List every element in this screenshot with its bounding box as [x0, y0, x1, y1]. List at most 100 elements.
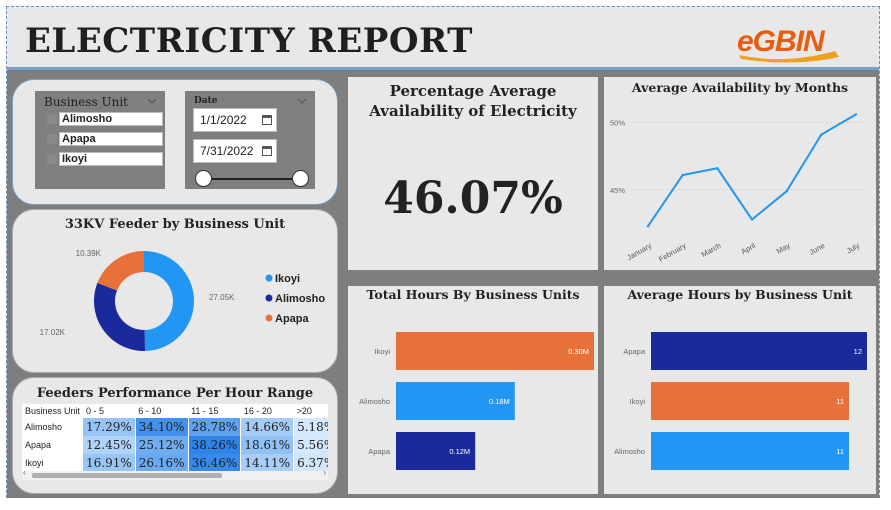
table-cell: 5.56% — [293, 436, 328, 454]
line-point — [750, 218, 754, 221]
svg-text:eGBIN: eGBIN — [737, 25, 826, 58]
table-cell: 17.29% — [83, 418, 136, 436]
line-point — [854, 113, 858, 116]
legend-dot — [265, 274, 273, 282]
feeder-donut-panel: 33KV Feeder by Business Unit 27.05K 17.02… — [12, 209, 338, 373]
average-hours-title: Average Hours by Business Unit — [627, 287, 853, 302]
x-tick-label: January — [625, 241, 653, 262]
egbin-logo: eGBIN — [737, 25, 839, 63]
date-range-end-handle[interactable] — [292, 170, 309, 187]
bar-data-label: 0.18M — [489, 397, 510, 406]
bar-apapa — [396, 432, 476, 470]
table-column-header: 11 - 15 — [188, 404, 241, 418]
date-range-track — [203, 178, 301, 180]
line-point — [646, 225, 650, 228]
line-point — [820, 133, 823, 136]
total-hours-panel: Total Hours By Business Units Ikoyi 0.30M… — [348, 286, 598, 494]
availability-line-panel: Average Availability by Months 45% 50% Jan… — [604, 77, 876, 270]
table-column-header: Business Unit — [22, 404, 84, 418]
y-tick-label: 50% — [610, 118, 625, 127]
kpi-title-line1: Percentage Average — [389, 82, 557, 100]
bar-data-label: 11 — [836, 447, 844, 456]
calendar-icon[interactable] — [262, 115, 272, 125]
table-cell: 36.46% — [188, 454, 242, 472]
table-cell: 14.66% — [240, 418, 295, 436]
scrollbar-thumb[interactable] — [32, 473, 222, 478]
bar-apapa — [651, 332, 867, 370]
total-hours-title: Total Hours By Business Units — [366, 287, 580, 302]
x-tick-label: June — [808, 241, 827, 257]
table-cell: 6.37% — [293, 454, 328, 472]
business-unit-slicer: Business Unit Alimosho Apapa Ikoyi — [35, 91, 165, 189]
start-date-input[interactable]: 1/1/2022 — [193, 108, 277, 132]
business-unit-option-apapa[interactable]: Apapa — [47, 132, 163, 146]
line-chart-title: Average Availability by Months — [631, 80, 849, 95]
business-unit-option-ikoyi[interactable]: Ikoyi — [47, 152, 163, 166]
bar-data-label: 0.30M — [568, 347, 589, 356]
bar-data-label: 12 — [854, 347, 862, 356]
date-range-start-handle[interactable] — [195, 170, 212, 187]
scroll-right-icon[interactable]: › — [323, 468, 326, 477]
donut-slice-ikoyi — [144, 251, 195, 351]
table-cell: 34.10% — [135, 418, 189, 436]
donut-value-label: 10.39K — [76, 249, 102, 258]
report-header: ELECTRICITY REPORT eGBIN — [7, 7, 879, 70]
table-cell: 14.11% — [240, 454, 295, 472]
legend-label: Ikoyi — [275, 273, 300, 285]
bar-category-label: Apapa — [368, 447, 391, 456]
kpi-panel: Percentage Average Availability of Elect… — [348, 77, 598, 270]
checkbox-icon[interactable] — [47, 134, 57, 144]
donut-value-label: 27.05K — [209, 293, 235, 302]
table-cell: 28.78% — [188, 418, 242, 436]
x-tick-label: July — [845, 241, 861, 256]
line-point — [716, 167, 719, 170]
chevron-down-icon[interactable] — [147, 97, 157, 105]
average-hours-chart: Apapa 12 Ikoyi 11 Alimosho 11 — [614, 332, 867, 470]
bar-data-label: 11 — [836, 397, 844, 406]
business-unit-slicer-label: Business Unit — [44, 95, 129, 109]
x-tick-label: May — [775, 241, 792, 256]
start-date-value: 1/1/2022 — [200, 113, 247, 127]
bar-ikoyi — [396, 332, 594, 370]
table-cell: 25.12% — [135, 436, 189, 454]
bar-alimosho — [651, 432, 849, 470]
bar-category-label: Apapa — [623, 347, 646, 356]
scroll-left-icon[interactable]: ‹ — [23, 468, 26, 477]
bar-category-label: Ikoyi — [375, 347, 391, 356]
average-hours-panel: Average Hours by Business Unit Apapa 12 Ik… — [604, 286, 876, 494]
table-column-header: >20 — [293, 404, 328, 418]
table-title: Feeders Performance Per Hour Range — [36, 386, 314, 401]
table-column-header: 16 - 20 — [240, 404, 294, 418]
bar-data-label: 0.12M — [449, 447, 470, 456]
business-unit-option-label: Ikoyi — [59, 152, 163, 166]
horizontal-scrollbar[interactable]: ‹ › — [22, 468, 328, 480]
checkbox-icon[interactable] — [47, 114, 57, 124]
calendar-icon[interactable] — [262, 146, 272, 156]
line-point — [785, 189, 788, 193]
kpi-value: 46.07% — [383, 173, 563, 224]
table-cell: 12.45% — [83, 436, 136, 454]
y-tick-label: 45% — [610, 186, 625, 195]
table-row-name: Apapa — [22, 436, 84, 454]
business-unit-option-label: Apapa — [59, 132, 163, 146]
availability-line — [647, 113, 857, 227]
date-slicer-label: Date — [194, 96, 218, 106]
filter-panel: Business Unit Alimosho Apapa Ikoyi Date … — [12, 79, 338, 205]
legend-label: Alimosho — [275, 293, 325, 305]
chevron-down-icon[interactable] — [297, 97, 307, 105]
legend-label: Apapa — [275, 313, 310, 325]
report-title: ELECTRICITY REPORT — [25, 21, 473, 61]
bar-category-label: Ikoyi — [630, 397, 646, 406]
checkbox-icon[interactable] — [47, 154, 57, 164]
end-date-input[interactable]: 7/31/2022 — [193, 139, 277, 163]
line-point — [681, 173, 684, 177]
donut-chart: 27.05K 17.02K 10.39K Ikoyi Alimosho Apapa — [40, 249, 325, 351]
legend-dot — [265, 314, 273, 322]
x-tick-label: February — [657, 241, 688, 264]
donut-slice-apapa — [97, 251, 144, 291]
feeder-performance-panel: Feeders Performance Per Hour Range Busin… — [12, 377, 338, 494]
business-unit-option-alimosho[interactable]: Alimosho — [47, 112, 163, 126]
